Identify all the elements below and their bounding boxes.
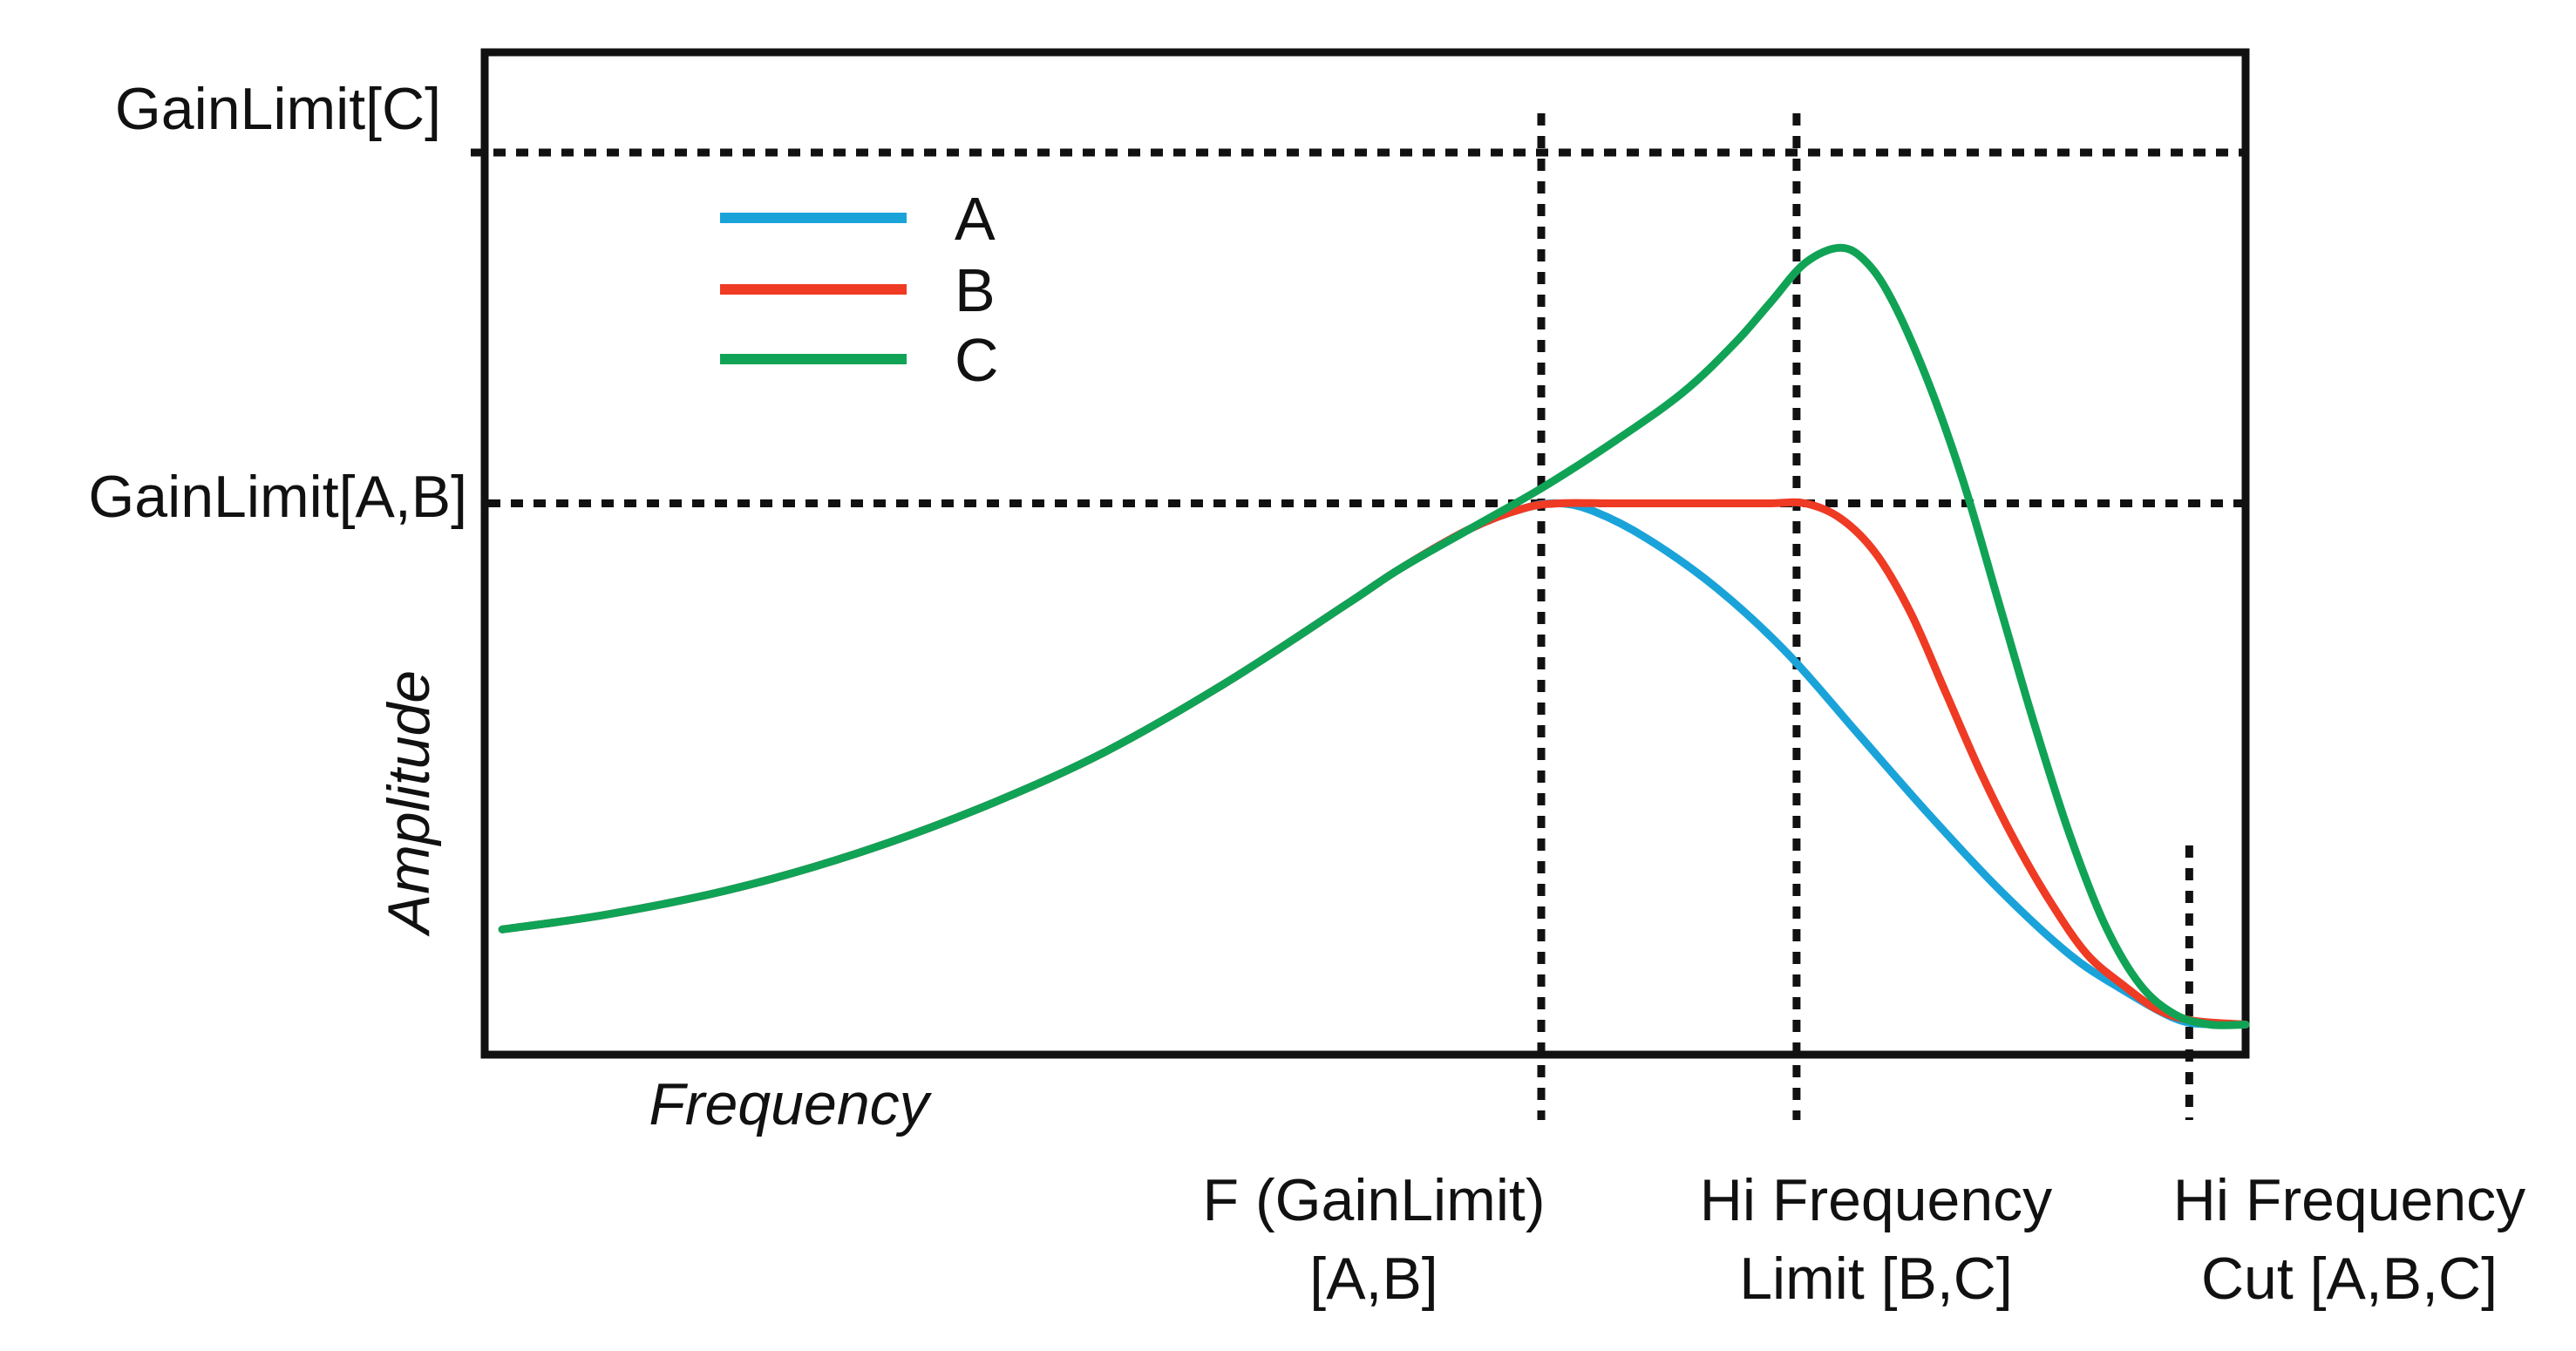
plot-frame [480, 48, 2250, 1059]
hi-frequency-limit-label-line1: Hi Frequency [1700, 1167, 2052, 1233]
series-c-line [498, 243, 2250, 1029]
series-group [498, 243, 2250, 1029]
hi-frequency-cut-label-line1: Hi Frequency [2173, 1167, 2525, 1233]
legend-label-b: B [955, 256, 996, 324]
reference-lines [471, 113, 2246, 1120]
hi-frequency-limit-label-line2: Limit [B,C] [1739, 1246, 2013, 1312]
legend-label-c: C [955, 326, 999, 394]
gainlimit-c-label: GainLimit[C] [115, 76, 441, 142]
legend: ABC [720, 185, 999, 394]
legend-label-a: A [955, 185, 996, 253]
f-gainlimit-label-line2: [A,B] [1309, 1246, 1438, 1312]
series-b-line [498, 498, 2250, 1029]
y-axis-label: Amplitude [376, 670, 442, 937]
f-gainlimit-label-line1: F (GainLimit) [1203, 1167, 1546, 1233]
gainlimit-ab-label: GainLimit[A,B] [88, 464, 467, 530]
hi-frequency-cut-label-line2: Cut [A,B,C] [2201, 1246, 2498, 1312]
x-axis-label: Frequency [649, 1071, 932, 1137]
